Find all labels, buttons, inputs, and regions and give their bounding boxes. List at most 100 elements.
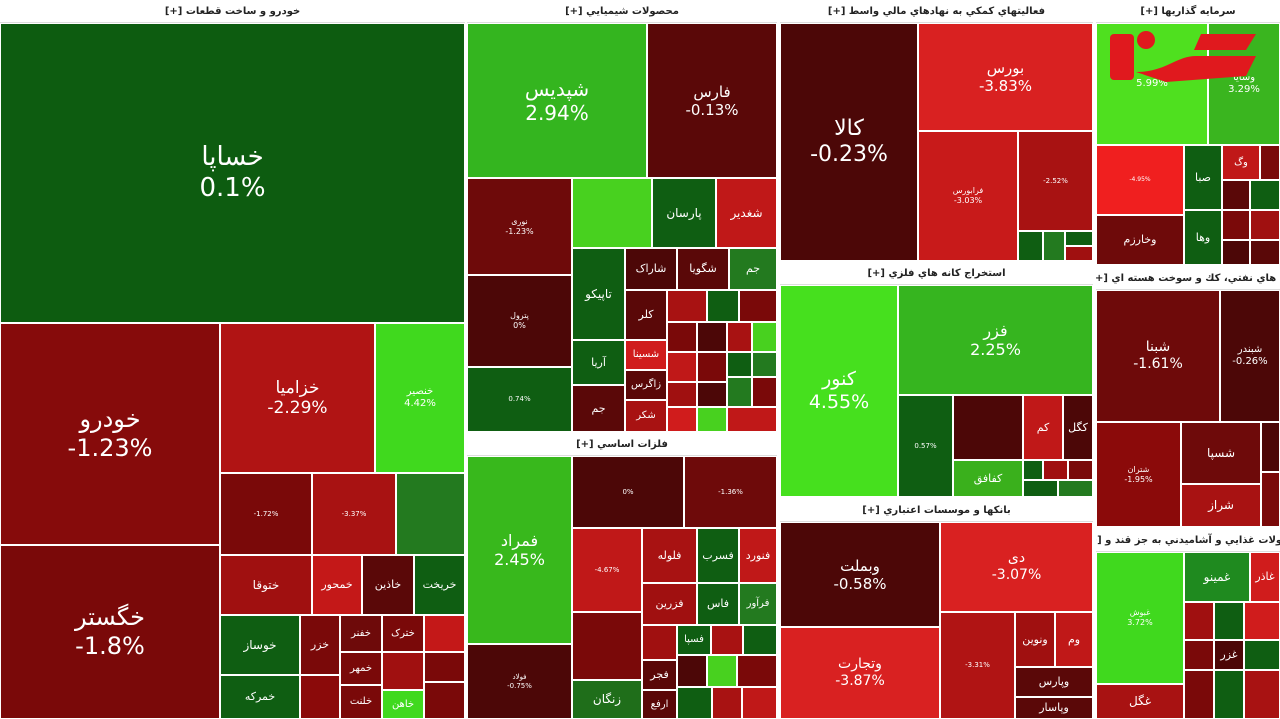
stock-tile[interactable]: فرابورس -3.03% xyxy=(918,131,1018,261)
stock-tile[interactable]: شبندر -0.26% xyxy=(1220,290,1280,422)
stock-tile[interactable]: وگ xyxy=(1222,145,1260,180)
stock-tile[interactable]: شکر xyxy=(625,400,667,432)
stock-tile[interactable]: شسپا xyxy=(1181,422,1261,484)
filler-tile xyxy=(1250,180,1280,210)
stock-tile[interactable]: وپارس xyxy=(1015,667,1093,697)
stock-tile[interactable]: ختوقا xyxy=(220,555,312,615)
stock-tile[interactable]: غزر xyxy=(1214,640,1244,670)
stock-tile[interactable]: خریخت xyxy=(414,555,465,615)
stock-tile[interactable]: شپدیس 2.94% xyxy=(467,23,647,178)
stock-tile[interactable]: -4.67% xyxy=(572,528,642,612)
stock-tile[interactable]: ارفع xyxy=(642,690,677,719)
stock-tile[interactable]: فزرین xyxy=(642,583,697,625)
stock-tile[interactable]: ونوین xyxy=(1015,612,1055,667)
filler-tile xyxy=(1244,640,1280,670)
sector-header[interactable]: فلزات اساسي [+] xyxy=(467,433,777,456)
stock-tile[interactable]: شغدیر xyxy=(716,178,777,248)
stock-tile[interactable]: وبملت -0.58% xyxy=(780,522,940,627)
filler-tile xyxy=(424,615,465,652)
filler-tile xyxy=(727,352,752,377)
sector-header[interactable]: ه هاي نفتي، كك و سوخت هسته اي [+] xyxy=(1096,268,1280,290)
stock-tile[interactable]: تاپیکو xyxy=(572,248,625,340)
stock-tile[interactable]: فلوله xyxy=(642,528,697,583)
stock-tile[interactable]: پارسان xyxy=(652,178,716,248)
stock-tile[interactable]: -2.52% xyxy=(1018,131,1093,231)
stock-tile[interactable]: وم xyxy=(1055,612,1093,667)
stock-tile[interactable]: کالا -0.23% xyxy=(780,23,918,261)
filler-tile xyxy=(1023,460,1043,480)
stock-tile[interactable]: دی -3.07% xyxy=(940,522,1093,612)
stock-tile[interactable]: شگویا xyxy=(677,248,729,290)
stock-tile[interactable]: 0% xyxy=(572,456,684,528)
stock-tile[interactable]: نوری -1.23% xyxy=(467,178,572,275)
stock-tile[interactable]: وپاسار xyxy=(1015,697,1093,719)
stock-tile[interactable]: فمراد 2.45% xyxy=(467,456,572,644)
stock-tile[interactable]: خگستر -1.8% xyxy=(0,545,220,719)
stock-tile[interactable]: خساپا 0.1% xyxy=(0,23,465,323)
stock-tile[interactable]: کنور 4.55% xyxy=(780,285,898,497)
stock-tile[interactable]: زاگرس xyxy=(625,370,667,400)
stock-tile[interactable]: 0.74% xyxy=(467,367,572,432)
filler-tile xyxy=(396,473,465,555)
stock-tile[interactable]: فسپا xyxy=(677,625,711,655)
sector-header[interactable]: خودرو و ساخت قطعات [+] xyxy=(0,0,465,23)
stock-tile[interactable]: جم xyxy=(572,385,625,432)
stock-tile[interactable]: فسرب xyxy=(697,528,739,583)
stock-tile[interactable]: خنصیر 4.42% xyxy=(375,323,465,473)
stock-tile[interactable]: کلر xyxy=(625,290,667,340)
stock-tile[interactable]: شتران -1.95% xyxy=(1096,422,1181,527)
stock-tile[interactable]: خمهر xyxy=(340,652,382,685)
stock-tile[interactable]: -4.95% xyxy=(1096,145,1184,215)
stock-tile[interactable]: کگل xyxy=(1063,395,1093,460)
stock-tile[interactable]: صبا xyxy=(1184,145,1222,210)
stock-tile[interactable]: خلنت xyxy=(340,685,382,719)
stock-tile[interactable]: غگل xyxy=(1096,684,1184,719)
stock-tile[interactable]: کفافق xyxy=(953,460,1023,497)
stock-tile[interactable]: فجر xyxy=(642,660,677,690)
stock-tile[interactable]: فولاد -0.75% xyxy=(467,644,572,719)
stock-tile[interactable]: آریا xyxy=(572,340,625,385)
stock-tile[interactable]: خودرو -1.23% xyxy=(0,323,220,545)
stock-tile[interactable]: وخارزم xyxy=(1096,215,1184,265)
stock-tile[interactable]: پترول 0% xyxy=(467,275,572,367)
stock-tile[interactable]: -3.37% xyxy=(312,473,396,555)
stock-tile[interactable]: شاراک xyxy=(625,248,677,290)
stock-tile[interactable]: خمحور xyxy=(312,555,362,615)
stock-tile[interactable]: وها xyxy=(1184,210,1222,265)
stock-tile[interactable]: وتجارت -3.87% xyxy=(780,627,940,719)
stock-tile[interactable]: غاذر xyxy=(1250,552,1280,602)
stock-tile[interactable]: خاهن xyxy=(382,690,424,719)
sector-header[interactable]: صولات غذايي و آشاميدني به جز قند و [+] xyxy=(1096,530,1280,552)
stock-tile[interactable]: فارس -0.13% xyxy=(647,23,777,178)
stock-tile[interactable]: شبنا -1.61% xyxy=(1096,290,1220,422)
sector-header[interactable]: بانكها و موسسات اعتباري [+] xyxy=(780,500,1093,522)
stock-tile[interactable]: -1.36% xyxy=(684,456,777,528)
stock-tile[interactable]: شسینا xyxy=(625,340,667,370)
stock-tile[interactable]: خفنر xyxy=(340,615,382,652)
stock-tile[interactable]: خوساز xyxy=(220,615,300,675)
stock-tile[interactable]: بورس -3.83% xyxy=(918,23,1093,131)
stock-tile[interactable]: غبوش 3.72% xyxy=(1096,552,1184,684)
stock-symbol: شسینا xyxy=(632,349,660,360)
stock-tile[interactable]: فزر 2.25% xyxy=(898,285,1093,395)
stock-tile[interactable]: شراز xyxy=(1181,484,1261,527)
stock-tile[interactable]: خترک xyxy=(382,615,424,652)
stock-tile[interactable]: -1.72% xyxy=(220,473,312,555)
stock-tile[interactable]: زنگان xyxy=(572,680,642,719)
stock-tile[interactable]: غمینو xyxy=(1184,552,1250,602)
stock-tile[interactable]: خمرکه xyxy=(220,675,300,719)
stock-tile[interactable]: کم xyxy=(1023,395,1063,460)
stock-tile[interactable]: 0.57% xyxy=(898,395,953,497)
stock-tile[interactable]: -3.31% xyxy=(940,612,1015,719)
sector-header[interactable]: فعاليتهاي كمكي به نهادهاي مالي واسط [+] xyxy=(780,0,1093,23)
sector-header[interactable]: محصولات شيميايي [+] xyxy=(467,0,777,23)
stock-tile[interactable]: فنورد xyxy=(739,528,777,583)
stock-tile[interactable]: جم xyxy=(729,248,777,290)
stock-tile[interactable]: فاس xyxy=(697,583,739,625)
sector-header[interactable]: سرمايه گذاريها [+] xyxy=(1096,0,1280,23)
stock-tile[interactable]: فرآور xyxy=(739,583,777,625)
stock-tile[interactable]: خزامیا -2.29% xyxy=(220,323,375,473)
stock-tile[interactable]: خزر xyxy=(300,615,340,675)
stock-tile[interactable]: خاذین xyxy=(362,555,414,615)
sector-header[interactable]: استخراج كانه هاي فلزي [+] xyxy=(780,263,1093,285)
